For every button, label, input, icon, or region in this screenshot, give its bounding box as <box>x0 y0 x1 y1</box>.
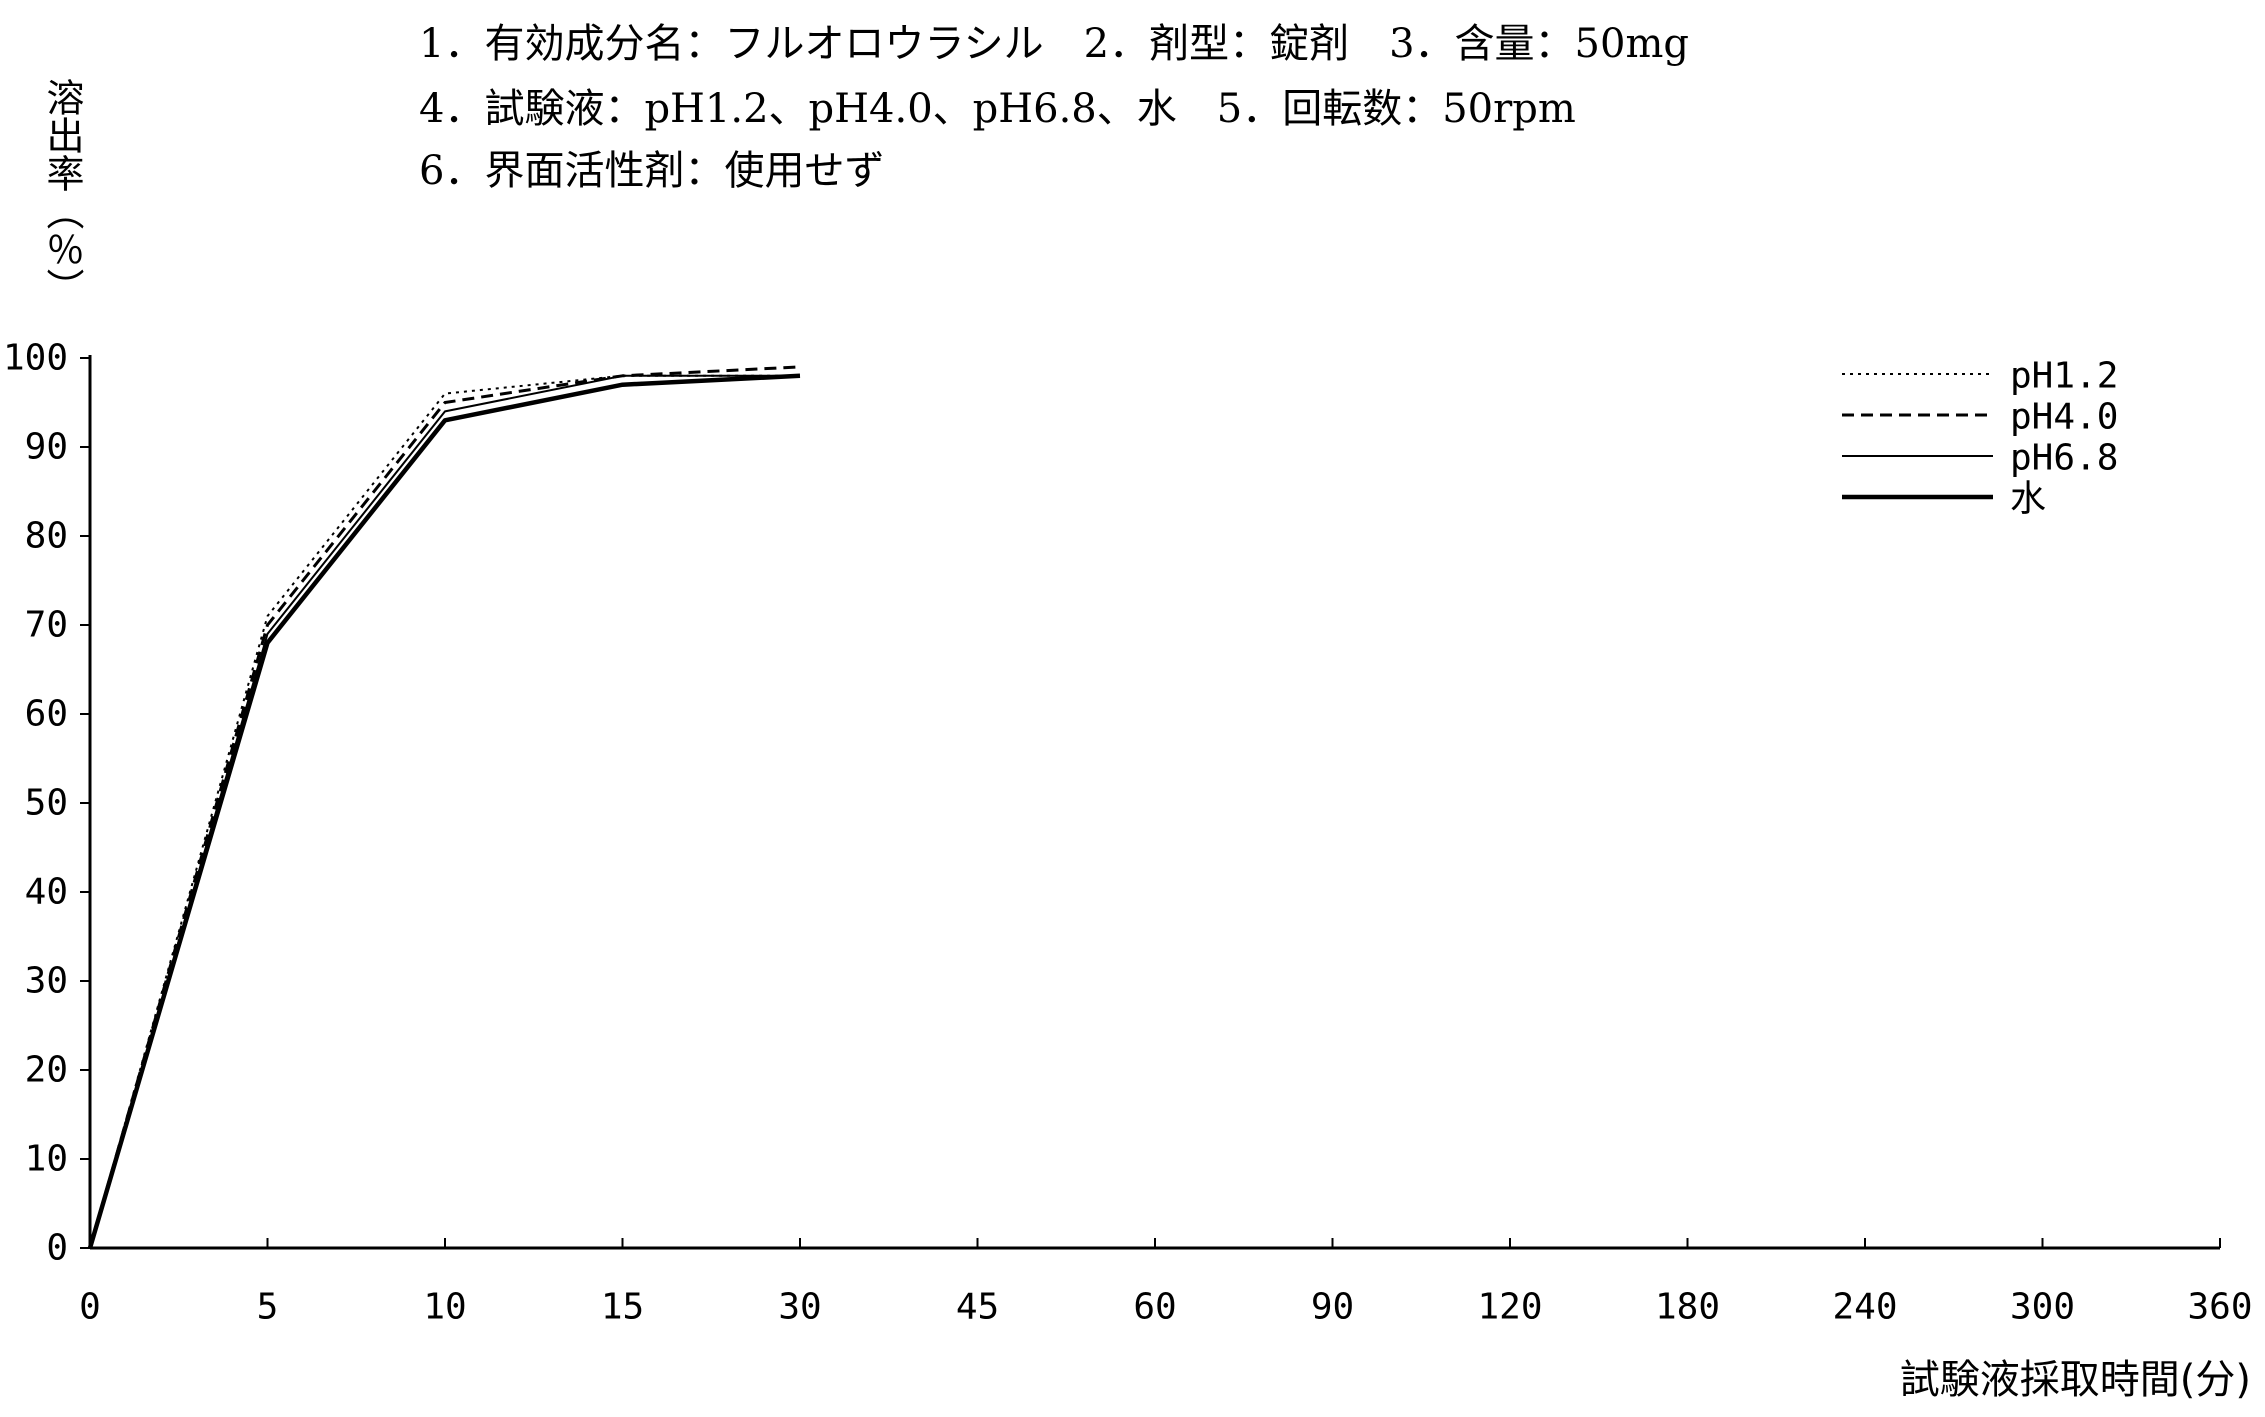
y-tick-label: 70 <box>25 605 68 646</box>
x-tick-label: 60 <box>1133 1287 1176 1328</box>
series-line-4 <box>87 373 801 1249</box>
x-axis-ticks: 0 5 10 15 30 45 60 90 120 180 240 300 360 <box>79 1238 2253 1328</box>
series-lines <box>87 365 801 1249</box>
legend-label-2: pH4.0 <box>2010 397 2118 438</box>
legend-label-4: 水 <box>2010 479 2046 520</box>
x-axis-title: 試験液採取時間(分) <box>1899 1357 2251 1403</box>
x-tick-label: 15 <box>601 1287 644 1328</box>
test-conditions-line-2: 4．試験液：pH1.2、pH4.0、pH6.8、水 5．回転数：50rpm <box>419 86 1576 132</box>
x-tick-label: 360 <box>2187 1287 2252 1328</box>
y-tick-label: 50 <box>25 783 68 824</box>
y-axis-title: 溶出率（％） <box>40 78 84 306</box>
series-line-3 <box>89 374 800 1249</box>
x-tick-label: 5 <box>257 1287 279 1328</box>
test-conditions-line-1: 1．有効成分名：フルオロウラシル 2．剤型：錠剤 3．含量：50mg <box>419 21 1689 67</box>
test-conditions-line-3: 6．界面活性剤：使用せず <box>419 148 885 194</box>
x-tick-label: 30 <box>778 1287 821 1328</box>
y-tick-label: 80 <box>25 516 68 557</box>
x-tick-label: 45 <box>956 1287 999 1328</box>
y-tick-label: 40 <box>25 872 68 913</box>
legend-label-3: pH6.8 <box>2010 438 2118 479</box>
x-tick-label: 300 <box>2010 1287 2075 1328</box>
y-tick-label: 30 <box>25 961 68 1002</box>
x-tick-label: 120 <box>1477 1287 1542 1328</box>
axes <box>88 355 2220 1250</box>
y-tick-label: 10 <box>25 1139 68 1180</box>
y-tick-label: 90 <box>25 427 68 468</box>
x-tick-label: 10 <box>423 1287 466 1328</box>
series-line-2 <box>88 365 801 1249</box>
y-tick-label: 20 <box>25 1050 68 1091</box>
y-axis-ticks: 0 10 20 30 40 50 60 70 80 90 100 <box>3 338 90 1269</box>
series-line-1 <box>89 374 800 1249</box>
y-tick-label: 60 <box>25 694 68 735</box>
y-tick-label: 100 <box>3 338 68 379</box>
x-tick-label: 0 <box>79 1287 101 1328</box>
x-tick-label: 240 <box>1832 1287 1897 1328</box>
x-tick-label: 180 <box>1655 1287 1720 1328</box>
y-tick-label: 0 <box>46 1228 68 1269</box>
x-tick-label: 90 <box>1311 1287 1354 1328</box>
legend-label-1: pH1.2 <box>2010 356 2118 397</box>
